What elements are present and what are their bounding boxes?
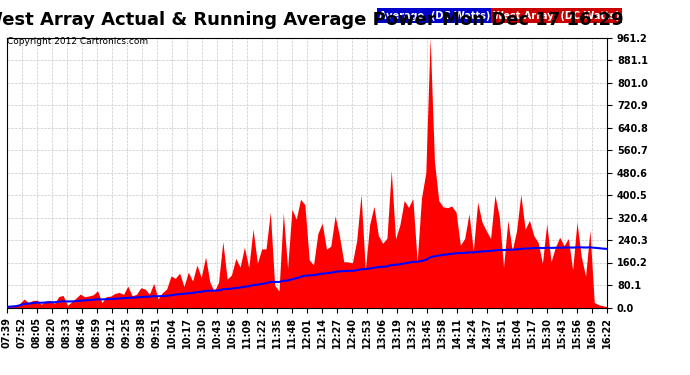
Text: West Array Actual & Running Average Power Mon Dec 17 16:29: West Array Actual & Running Average Powe… (0, 11, 624, 29)
Text: West Array  (DC Watts): West Array (DC Watts) (493, 11, 620, 21)
Text: Copyright 2012 Cartronics.com: Copyright 2012 Cartronics.com (7, 38, 148, 46)
Text: Average  (DC Watts): Average (DC Watts) (379, 11, 491, 21)
